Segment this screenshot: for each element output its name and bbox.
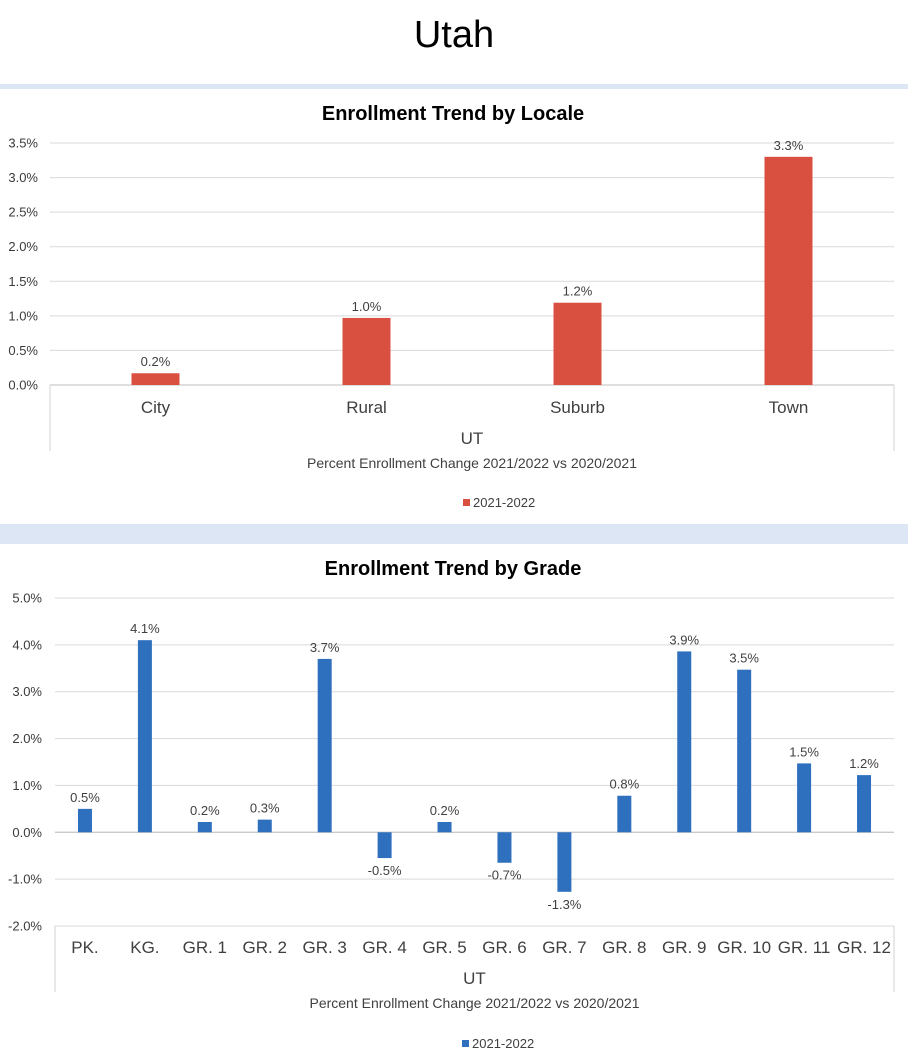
y-tick-label: 0.5% [8,343,38,358]
x-tick-label: GR. 10 [717,938,771,957]
data-label: 1.5% [789,744,819,759]
x-tick-label: GR. 1 [183,938,227,957]
data-label: 0.2% [430,803,460,818]
data-label: 0.8% [610,777,640,792]
x-tick-label: GR. 11 [778,938,831,957]
data-label: 0.2% [141,354,171,369]
x-tick-label: Town [769,398,809,417]
y-tick-label: 3.0% [8,170,38,185]
axis-group-label: UT [463,969,486,988]
x-tick-label: Suburb [550,398,605,417]
bar [437,821,452,833]
grade-chart: Enrollment Trend by Grade -2.0% -1.0% 0.0% 1… [8,558,895,1051]
bar [131,373,180,385]
x-tick-label: City [141,398,171,417]
bar [764,156,813,385]
chart-title: Enrollment Trend by Grade [325,558,582,580]
x-tick-label: GR. 5 [422,938,466,957]
x-tick-label: GR. 7 [542,938,586,957]
data-label: -0.7% [487,868,521,883]
locale-chart: Enrollment Trend by Locale 0.0% 0.5% 1.0% 1.… [8,103,895,510]
x-tick-label: GR. 9 [662,938,706,957]
legend-label: 2021-2022 [473,495,535,510]
data-label: 0.5% [70,790,100,805]
x-tick-label: GR. 3 [302,938,346,957]
data-label: -1.3% [547,897,581,912]
data-label: -0.5% [368,863,402,878]
bar [317,658,332,833]
data-label: 3.3% [774,138,804,153]
y-tick-label: 2.0% [12,731,42,746]
data-label: 3.7% [310,640,340,655]
bar [377,832,392,859]
x-tick-label: KG. [130,938,159,957]
data-label: 4.1% [130,621,160,636]
chart-title: Enrollment Trend by Locale [322,103,584,125]
y-tick-label: -1.0% [8,872,42,887]
x-tick-label: GR. 2 [243,938,287,957]
y-tick-label: 3.5% [8,136,38,151]
section-divider [0,524,908,544]
bar [497,832,512,863]
data-label: 0.3% [250,801,280,816]
bar [737,669,752,833]
bar [677,651,692,833]
bar [617,795,632,833]
data-label: 3.5% [729,651,759,666]
x-axis-title: Percent Enrollment Change 2021/2022 vs 2… [307,455,637,471]
bar [342,317,391,385]
data-label: 1.2% [849,756,879,771]
y-tick-label: 2.5% [8,205,38,220]
x-axis-title: Percent Enrollment Change 2021/2022 vs 2… [309,995,639,1011]
y-tick-label: 1.0% [12,778,42,793]
data-label: 1.0% [352,299,382,314]
y-tick-label: 0.0% [8,378,38,393]
y-tick-label: 0.0% [12,825,42,840]
bar [257,819,272,833]
x-tick-label: GR. 6 [482,938,526,957]
bar [197,821,212,833]
x-tick-label: GR. 8 [602,938,646,957]
data-label: 1.2% [563,284,593,299]
bar [77,808,92,833]
bar [137,640,152,833]
page-title: Utah [413,14,495,56]
y-tick-label: 5.0% [12,591,42,606]
y-tick-label: 3.0% [12,684,42,699]
x-tick-label: GR. 12 [837,938,891,957]
y-tick-label: 4.0% [12,637,42,652]
legend-label: 2021-2022 [472,1036,534,1051]
x-tick-label: PK. [71,938,98,957]
y-tick-label: -2.0% [8,919,42,934]
bar [553,302,602,385]
data-label: 0.2% [190,803,220,818]
x-tick-label: Rural [346,398,387,417]
legend-swatch [462,1040,469,1047]
bar [797,763,812,833]
section-divider [0,84,908,89]
axis-group-label: UT [461,429,484,448]
bar [557,832,572,892]
y-tick-label: 1.5% [8,274,38,289]
y-tick-label: 2.0% [8,239,38,254]
y-tick-label: 1.0% [8,308,38,323]
data-label: 3.9% [669,632,699,647]
legend-swatch [463,499,470,506]
bar [857,775,872,833]
x-tick-label: GR. 4 [362,938,406,957]
